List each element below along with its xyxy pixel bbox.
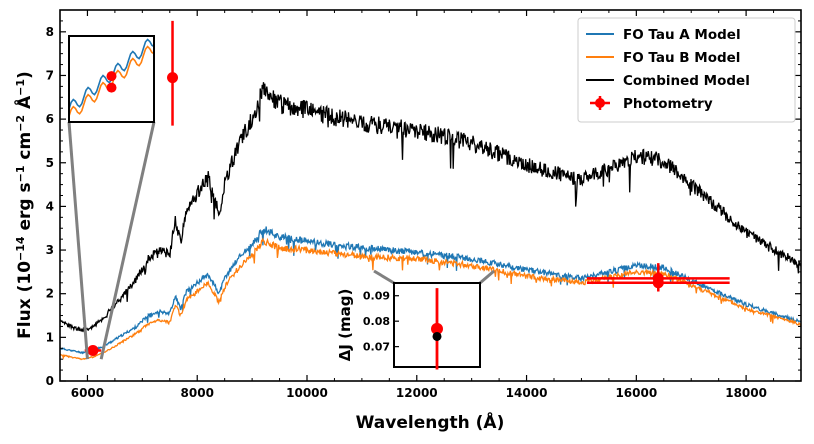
y-axis-title-part: ) xyxy=(15,71,35,79)
photometry-point-3 xyxy=(652,277,664,289)
x-tick-label: 10000 xyxy=(286,386,328,400)
photometry-point-0 xyxy=(87,344,99,356)
y-axis-title-exponent: −14 xyxy=(14,236,27,261)
zoom-photometry-point xyxy=(106,82,117,93)
series-lines xyxy=(60,82,801,361)
y-tick-label: 6 xyxy=(46,112,54,126)
y-axis-title-part: cm xyxy=(15,132,35,166)
y-tick-label: 3 xyxy=(46,243,54,257)
x-tick-label: 14000 xyxy=(506,386,548,400)
y-axis-title-part: Flux (10 xyxy=(15,261,35,339)
x-tick-label: 18000 xyxy=(725,386,767,400)
legend: FO Tau A Model FO Tau B Model Combined Mod… xyxy=(577,17,796,123)
legend-label: FO Tau A Model xyxy=(623,27,741,43)
dj-connector-right xyxy=(479,269,495,285)
x-tick-label: 6000 xyxy=(71,386,104,400)
legend-swatch-point xyxy=(595,98,605,108)
y-axis-title-part: Å xyxy=(12,95,35,115)
x-tick-label: 8000 xyxy=(181,386,214,400)
y-tick-label: 8 xyxy=(46,25,54,39)
zoom-photometry-point xyxy=(106,71,117,82)
dj-y-tick-label: 0.09 xyxy=(363,290,390,303)
y-axis-title: Flux (10−14 erg s−1 cm−2 Å−1) xyxy=(12,71,35,339)
dj-photometry-point xyxy=(431,322,443,335)
zoom-connector-right xyxy=(99,121,156,360)
y-axis-title-exponent: −2 xyxy=(14,115,27,132)
photometry-points xyxy=(84,20,730,356)
zoom-frame xyxy=(68,35,155,123)
series-line-fo-tau-a-model xyxy=(60,226,801,355)
y-axis-title-exponent: −1 xyxy=(14,166,27,183)
y-tick-label: 1 xyxy=(46,330,54,344)
y-tick-label: 0 xyxy=(46,374,54,388)
dj-model-point xyxy=(432,331,442,341)
inset-zoom xyxy=(67,35,156,360)
inset-delta-j: 0.07 0.08 0.09 ΔJ (mag) xyxy=(336,269,495,370)
legend-label: FO Tau B Model xyxy=(623,50,740,66)
dj-y-axis-title: ΔJ (mag) xyxy=(336,289,354,362)
series-line-combined-model xyxy=(60,82,801,333)
zoom-connector-left xyxy=(67,121,89,360)
y-tick-label: 7 xyxy=(46,68,54,82)
y-tick-label: 4 xyxy=(46,199,54,213)
main-axes: 6000 8000 10000 12000 14000 16000 18000 0 1 2 3 4 5 6… xyxy=(46,9,802,400)
legend-box xyxy=(577,17,796,123)
y-axis-title-exponent: −1 xyxy=(14,79,27,96)
x-tick-label: 12000 xyxy=(396,386,438,400)
legend-label: Photometry xyxy=(623,96,713,112)
photometry-point-1 xyxy=(167,72,179,84)
y-tick-label: 2 xyxy=(46,287,54,301)
dj-connector-left xyxy=(373,269,395,285)
x-tick-label: 16000 xyxy=(615,386,657,400)
dj-y-tick-label: 0.07 xyxy=(363,341,390,354)
y-axis-title-part: erg s xyxy=(15,182,35,236)
legend-label: Combined Model xyxy=(623,73,750,89)
y-tick-label: 5 xyxy=(46,156,54,170)
series-line-fo-tau-b-model xyxy=(60,237,801,361)
x-axis-title: Wavelength (Å) xyxy=(356,410,505,433)
dj-y-tick-label: 0.08 xyxy=(363,315,390,328)
